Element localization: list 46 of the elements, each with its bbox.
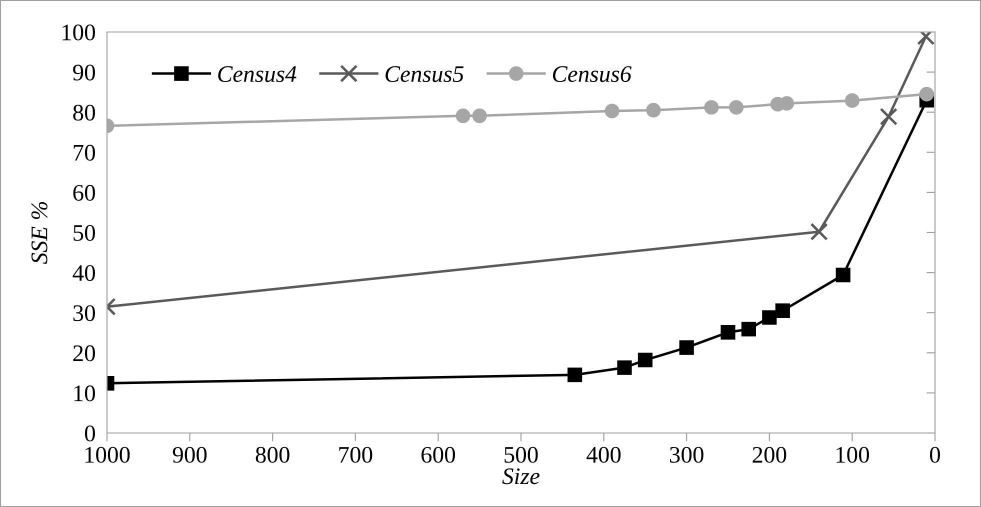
y-tick-label: 50 [74,224,95,241]
y-tick-label: 40 [72,265,95,282]
y-tick-label: 60 [73,184,95,201]
point [741,322,756,336]
point [762,310,777,325]
x-tick-label: 700 [339,446,372,463]
x-tick-label: 1000 [85,446,130,463]
y-tick-label: 100 [62,24,95,40]
y-tick-label: 0 [84,425,95,442]
y-tick-label: 20 [73,345,95,362]
point [728,100,744,115]
x-tick-label: 900 [172,446,207,463]
point [646,102,661,118]
x-tick-label: 100 [836,446,870,463]
point [810,222,828,241]
point [880,108,898,126]
point [604,104,620,118]
legend-label: Census6 [552,66,632,82]
point [456,108,470,124]
legend-label: Census5 [386,66,464,82]
x-axis-title: Size [502,468,540,484]
legend-label: Census4 [218,66,296,82]
point [844,93,860,108]
x-tick-label: 200 [752,446,786,463]
point [472,108,487,124]
x-tick-label: 800 [256,446,290,463]
x-tick-label: 500 [504,446,538,463]
point [704,100,719,115]
point [919,86,934,102]
point [568,368,582,382]
y-axis-title: SSE % [31,202,48,264]
y-tick-label: 30 [73,305,95,322]
x-tick-label: 300 [670,446,704,463]
y-tick-label: 10 [74,385,95,402]
point [775,303,790,318]
y-tick-label: 90 [73,64,95,81]
point [617,360,632,375]
point [836,268,850,282]
y-tick-label: 70 [74,144,95,161]
point [720,325,736,340]
x-tick-label: 400 [586,446,621,463]
point [679,340,694,355]
x-tick-label: 600 [422,446,456,463]
x-tick-label: 0 [930,446,940,463]
point [638,352,652,368]
y-tick-label: 80 [73,104,95,121]
